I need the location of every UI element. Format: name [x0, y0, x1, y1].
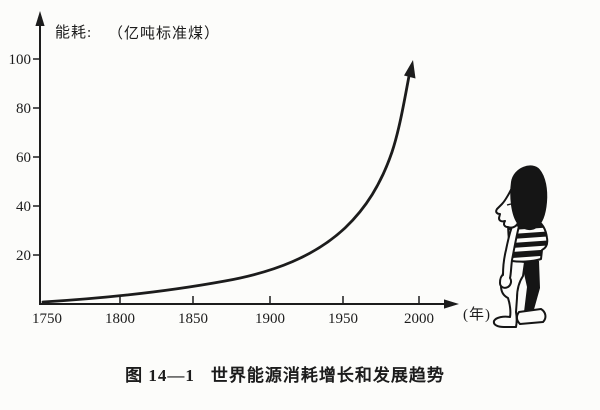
x-tick-label: 1950: [328, 311, 358, 327]
growth-curve: [41, 74, 411, 304]
figure-number: 图 14—1: [125, 366, 195, 385]
y-tick-label: 20: [16, 248, 31, 264]
y-axis-title: 能耗:: [55, 24, 92, 41]
x-tick-label: 2000: [404, 311, 434, 327]
y-tick-label: 60: [16, 150, 31, 166]
figure-caption: 图 14—1 世界能源消耗增长和发展趋势: [0, 361, 570, 386]
child-arm: [499, 223, 520, 289]
x-tick-label: 1900: [255, 311, 285, 327]
child-back-leg: [521, 260, 540, 313]
y-tick-label: 80: [16, 101, 31, 117]
child-back-foot: [515, 308, 547, 325]
figure-title: 世界能源消耗增长和发展趋势: [210, 366, 445, 385]
x-tick-label: 1850: [178, 311, 208, 327]
x-axis-arrowhead-icon: [444, 299, 459, 309]
x-axis-unit-label: (年): [463, 306, 491, 323]
x-tick-label: 1750: [32, 311, 62, 327]
y-tick-label: 100: [9, 52, 32, 68]
x-tick-label: 1800: [105, 311, 135, 327]
y-axis-arrowhead-icon: [35, 11, 45, 26]
child-hair: [510, 165, 548, 231]
child-eye: [506, 203, 512, 206]
curve-arrowhead-icon: [404, 60, 416, 79]
child-illustration: [492, 165, 549, 328]
child-front-leg: [492, 259, 526, 328]
y-tick-marks: [33, 58, 41, 256]
y-tick-label: 40: [16, 199, 31, 215]
y-axis-unit: （亿吨标准煤）: [108, 25, 220, 42]
x-tick-marks: [119, 296, 420, 304]
